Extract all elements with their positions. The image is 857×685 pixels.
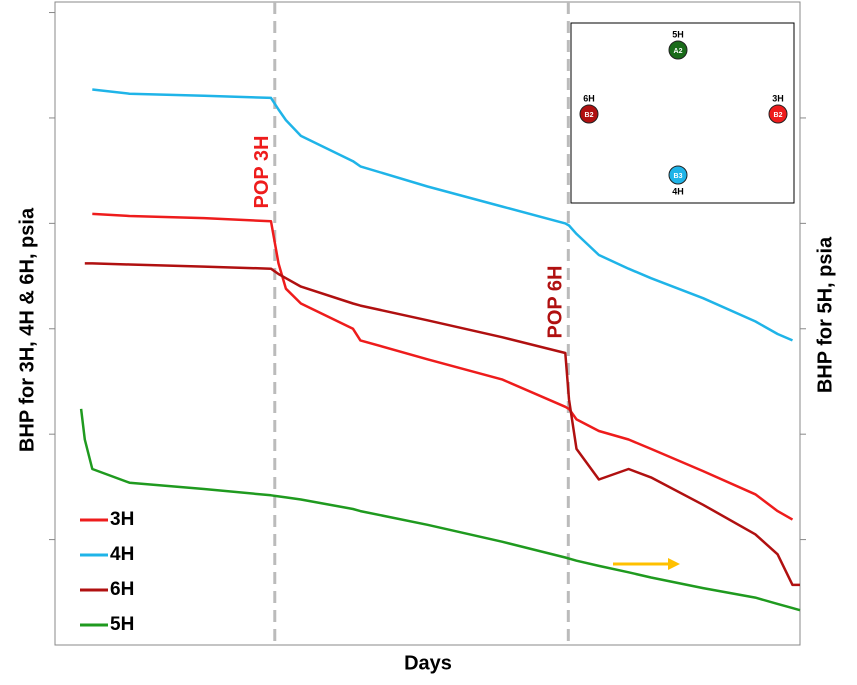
well-name: 5H (672, 29, 684, 39)
well-name: 3H (772, 93, 784, 103)
y-axis-label: BHP for 3H, 4H & 6H, psia (16, 207, 38, 452)
plot-frame (54, 1, 801, 646)
legend-label: 5H (110, 614, 134, 635)
legend-label: 3H (110, 509, 134, 530)
legend-label: 6H (110, 579, 134, 600)
well-marker (668, 165, 688, 185)
series-line (79, 408, 801, 612)
event-label: POP 3H (251, 136, 273, 209)
event-label: POP 6H (545, 266, 567, 339)
well-name: 6H (583, 93, 595, 103)
arrow-head (668, 558, 680, 570)
legend-label: 4H (110, 544, 134, 565)
well-marker (668, 40, 688, 60)
series-line (92, 212, 794, 521)
well-code: B2 (774, 112, 783, 119)
well-code: B3 (674, 173, 683, 180)
series-line (92, 88, 793, 342)
well-name: 4H (672, 186, 684, 196)
well-code: B2 (585, 112, 594, 119)
series-line (84, 262, 800, 587)
y2-axis-label: BHP for 5H, psia (814, 236, 836, 393)
x-axis-label: Days (404, 652, 452, 674)
well-marker (579, 104, 599, 124)
well-marker (768, 104, 788, 124)
well-code: A2 (674, 48, 683, 55)
